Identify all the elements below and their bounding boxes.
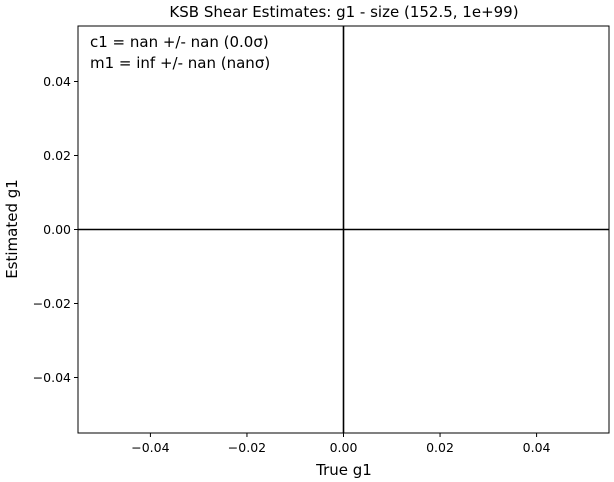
reference-lines [78, 26, 609, 433]
y-tick-label: 0.00 [43, 222, 71, 237]
x-tick-label: 0.04 [523, 440, 551, 455]
x-tick-label: −0.04 [131, 440, 169, 455]
x-tick-label: −0.02 [228, 440, 266, 455]
y-tick-label: 0.02 [43, 148, 71, 163]
y-tick-label: 0.04 [43, 74, 71, 89]
x-tick-label: 0.02 [426, 440, 454, 455]
y-axis-label: Estimated g1 [3, 179, 21, 279]
x-axis-label: True g1 [315, 461, 372, 479]
y-axis-ticks: −0.04 −0.02 0.00 0.02 0.04 [33, 74, 78, 385]
chart-title: KSB Shear Estimates: g1 - size (152.5, 1… [169, 3, 518, 21]
y-tick-label: −0.02 [33, 296, 71, 311]
y-tick-label: −0.04 [33, 370, 71, 385]
x-axis-ticks: −0.04 −0.02 0.00 0.02 0.04 [131, 433, 551, 455]
x-tick-label: 0.00 [330, 440, 358, 455]
annotation-m1: m1 = inf +/- nan (nanσ) [90, 54, 270, 72]
annotation-c1: c1 = nan +/- nan (0.0σ) [90, 33, 269, 51]
